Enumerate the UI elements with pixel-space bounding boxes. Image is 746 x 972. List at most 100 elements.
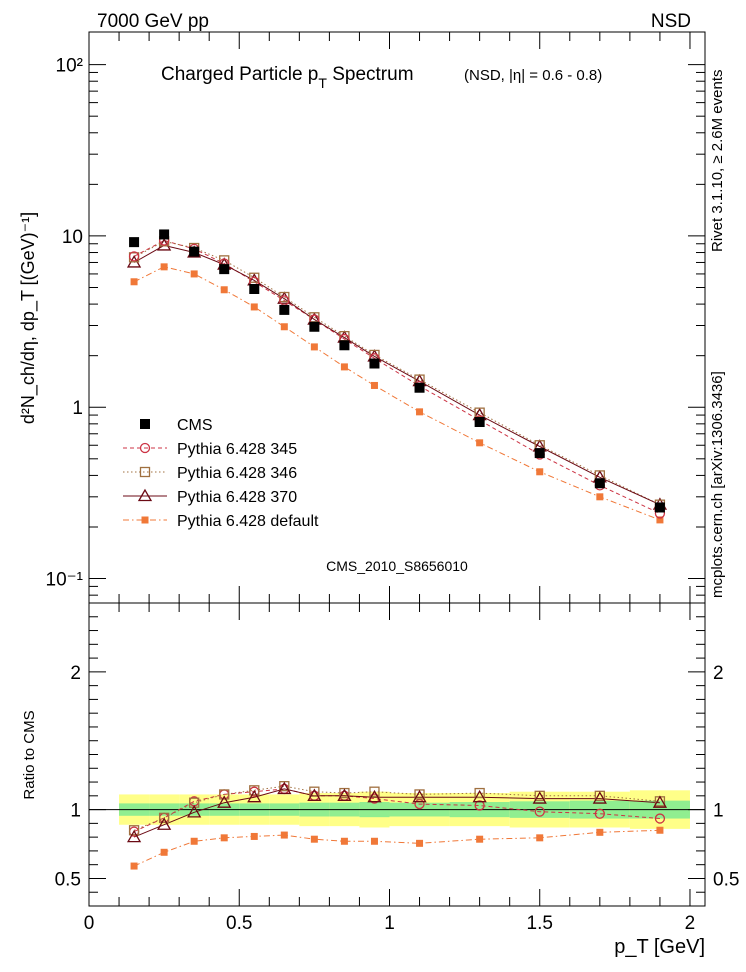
chart-title-subscript: T	[318, 75, 327, 91]
chart-title-group: Charged Particle pT Spectrum (NSD, |η| = …	[161, 64, 602, 91]
legend-entry: Pythia 6.428 default	[123, 513, 319, 530]
main-data-point	[416, 408, 424, 416]
ratio-data-point	[340, 837, 348, 845]
ratio-data-point	[472, 789, 487, 803]
main-data-point	[249, 283, 260, 294]
main-data-point	[277, 291, 292, 304]
ratio-series-line	[133, 785, 660, 831]
ratio-data-point	[309, 786, 320, 797]
main-data-point	[130, 278, 138, 286]
main-panel: Charged Particle pT Spectrum (NSD, |η| = …	[18, 31, 706, 604]
ratio-data-point	[656, 826, 664, 834]
main-data-point	[476, 439, 484, 447]
main-data-point	[249, 272, 260, 283]
legend-marker	[139, 442, 151, 454]
main-data-point	[654, 502, 665, 513]
main-data-point	[474, 417, 485, 428]
main-data-point	[339, 340, 350, 351]
ratio-data-point	[217, 795, 232, 808]
legend-label: Pythia 6.428 346	[177, 465, 297, 482]
header-right-label: NSD	[651, 11, 691, 32]
main-data-point	[536, 468, 544, 476]
ratio-y-tick-label: 1	[70, 801, 81, 822]
ratio-series-line	[133, 829, 660, 867]
ratio-x-tick-label: 1	[384, 913, 395, 934]
chart-title-note: (NSD, |η| = 0.6 - 0.8)	[464, 67, 602, 84]
chart-title-rest: Spectrum	[327, 64, 414, 85]
ratio-data-point	[369, 786, 380, 797]
header-left-label: 7000 GeV pp	[97, 11, 209, 32]
ratio-data-point	[652, 795, 668, 808]
ratio-data-point	[367, 789, 382, 803]
legend-marker	[140, 419, 150, 429]
ratio-data-point	[594, 808, 605, 819]
main-data-point	[250, 303, 258, 311]
ratio-panel-frame	[88, 602, 706, 907]
main-data-point	[129, 237, 140, 248]
main-y-tick-label: 10²	[56, 56, 83, 77]
ratio-data-point	[534, 806, 545, 817]
mcplots-reference-label: mcplots.cern.ch [arXiv:1306.3436]	[709, 371, 726, 598]
ratio-data-point	[187, 805, 202, 818]
main-data-point	[220, 286, 228, 294]
ratio-y-tick-label-right: 2	[713, 663, 724, 684]
x-axis-label: p_T [GeV]	[614, 936, 705, 958]
ratio-data-point	[307, 788, 322, 801]
legend-label: Pythia 6.428 345	[177, 441, 297, 458]
rivet-version-label: Rivet 3.1.10, ≥ 2.6M events	[709, 70, 726, 253]
main-data-point	[596, 493, 604, 501]
legend-label: Pythia 6.428 default	[177, 513, 319, 530]
ratio-series-line	[133, 788, 660, 838]
ratio-data-point	[130, 862, 138, 870]
ratio-data-point	[280, 831, 288, 839]
ratio-data-point	[219, 789, 230, 800]
ratio-y-tick-label-right: 0.5	[713, 869, 739, 890]
main-data-point	[310, 343, 318, 351]
ratio-data-point	[250, 832, 258, 840]
main-data-point	[279, 304, 290, 315]
main-data-point	[534, 448, 545, 459]
main-y-axis-label: d²N_ch/dη, dp_T [(GeV)⁻¹]	[18, 212, 39, 424]
legend-entry: CMS	[140, 417, 213, 434]
ratio-data-point	[416, 839, 424, 847]
main-data-point	[656, 516, 664, 524]
ratio-data-point	[249, 785, 260, 796]
main-series-line	[133, 266, 661, 521]
legend-label: Pythia 6.428 370	[177, 489, 297, 506]
main-data-point	[340, 363, 348, 371]
main-data-point	[190, 270, 198, 278]
legend-marker	[137, 488, 153, 502]
legend-entry: Pythia 6.428 346	[123, 465, 297, 482]
ratio-data-point	[474, 800, 485, 811]
legend-marker	[141, 516, 149, 524]
ratio-x-tick-label: 0.5	[226, 913, 252, 934]
ratio-data-point	[190, 837, 198, 845]
ratio-data-point	[370, 837, 378, 845]
ratio-x-tick-label: 0	[84, 913, 95, 934]
main-data-point	[369, 358, 380, 369]
ratio-data-point	[412, 789, 427, 803]
main-data-point	[280, 323, 288, 331]
ratio-y-tick-label-right: 1	[713, 801, 724, 822]
main-data-point	[279, 291, 290, 303]
watermark-label: CMS_2010_S8656010	[326, 558, 468, 574]
ratio-data-point	[310, 835, 318, 843]
ratio-data-point	[126, 829, 142, 843]
legend-entry: Pythia 6.428 370	[123, 488, 297, 506]
main-data-point	[414, 382, 425, 393]
ratio-data-point	[532, 791, 547, 804]
main-y-tick-label: 10	[62, 227, 83, 248]
chart-title: Charged Particle pT Spectrum	[161, 64, 414, 91]
ratio-data-point	[536, 834, 544, 842]
ratio-data-point	[476, 835, 484, 843]
main-data-point	[309, 321, 320, 332]
ratio-data-point	[160, 848, 168, 856]
ratio-data-point	[277, 781, 292, 795]
ratio-data-point	[157, 817, 172, 830]
main-data-point	[160, 263, 168, 271]
main-data-point	[219, 264, 230, 275]
legend-label: CMS	[177, 417, 213, 434]
ratio-data-point	[247, 789, 262, 803]
main-data-point	[370, 381, 378, 389]
